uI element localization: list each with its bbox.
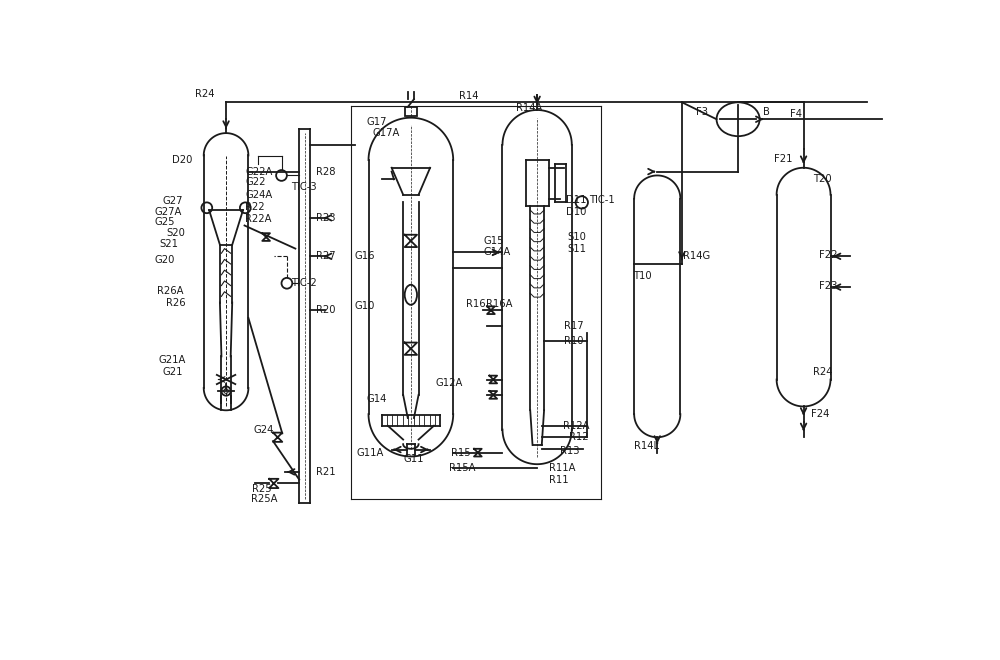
Text: R28: R28 xyxy=(316,166,336,177)
Text: G15: G15 xyxy=(483,236,504,246)
Text: G27: G27 xyxy=(162,196,183,206)
Text: R14: R14 xyxy=(459,91,478,101)
Text: R20: R20 xyxy=(316,305,336,315)
Text: G22: G22 xyxy=(245,177,266,187)
Text: R14G: R14G xyxy=(683,251,711,261)
Text: G11: G11 xyxy=(403,454,424,464)
Text: R26: R26 xyxy=(166,298,186,308)
Text: S20: S20 xyxy=(166,228,185,238)
Text: R11: R11 xyxy=(549,475,569,484)
Text: R16A: R16A xyxy=(486,299,513,309)
Text: R24: R24 xyxy=(195,89,215,99)
Text: G27A: G27A xyxy=(154,207,182,216)
Text: R21: R21 xyxy=(316,467,336,477)
Text: R13: R13 xyxy=(560,446,580,456)
Text: S11: S11 xyxy=(567,244,586,253)
Text: S10: S10 xyxy=(567,232,586,242)
Text: R14A: R14A xyxy=(516,103,543,113)
Text: G10: G10 xyxy=(355,302,375,312)
Text: R12A: R12A xyxy=(563,420,590,431)
Text: B: B xyxy=(763,106,770,117)
Text: R25: R25 xyxy=(252,484,272,494)
Text: G21: G21 xyxy=(162,367,183,377)
Text: G22A: G22A xyxy=(245,166,273,177)
Text: R23: R23 xyxy=(316,213,336,223)
Text: R15: R15 xyxy=(451,447,471,457)
Text: G24: G24 xyxy=(253,424,273,434)
Text: S21: S21 xyxy=(160,239,179,249)
Ellipse shape xyxy=(717,102,760,136)
Text: G11A: G11A xyxy=(356,447,384,457)
Text: R24: R24 xyxy=(813,367,832,377)
Text: G14A: G14A xyxy=(483,248,510,257)
Text: D11: D11 xyxy=(566,195,586,205)
Text: TIC-3: TIC-3 xyxy=(291,182,316,192)
Text: D10: D10 xyxy=(566,207,586,216)
Text: G14: G14 xyxy=(366,394,387,404)
Text: R27: R27 xyxy=(316,251,336,261)
Text: R15A: R15A xyxy=(449,463,476,473)
Text: T10: T10 xyxy=(633,271,652,280)
Text: F21: F21 xyxy=(774,154,793,164)
Text: R22A: R22A xyxy=(245,214,272,224)
Text: G20: G20 xyxy=(154,255,175,265)
Text: R26A: R26A xyxy=(157,286,183,296)
Text: R22: R22 xyxy=(245,202,265,212)
Text: F23: F23 xyxy=(819,280,837,290)
Text: G25: G25 xyxy=(154,217,175,228)
Text: R10: R10 xyxy=(564,336,584,346)
Text: G17: G17 xyxy=(366,117,387,127)
Ellipse shape xyxy=(405,285,417,305)
Text: F3: F3 xyxy=(696,106,708,117)
Text: T20: T20 xyxy=(813,174,831,184)
Text: TIC-2: TIC-2 xyxy=(291,279,316,288)
Text: R14L: R14L xyxy=(634,442,659,451)
Text: G24A: G24A xyxy=(245,189,273,200)
Text: TIC-1: TIC-1 xyxy=(590,195,615,205)
FancyBboxPatch shape xyxy=(405,107,417,116)
Text: G12A: G12A xyxy=(436,378,463,388)
Text: D20: D20 xyxy=(172,155,193,165)
Text: R16: R16 xyxy=(466,299,486,309)
Text: F24: F24 xyxy=(811,409,830,419)
Text: F4: F4 xyxy=(790,109,802,119)
Text: R11A: R11A xyxy=(549,463,576,473)
Text: G16: G16 xyxy=(355,251,375,261)
Text: G21A: G21A xyxy=(158,355,186,365)
Text: G17A: G17A xyxy=(372,128,400,138)
Text: R12: R12 xyxy=(569,432,588,442)
Text: R25A: R25A xyxy=(251,494,277,504)
Text: F22: F22 xyxy=(819,249,837,260)
Text: R17: R17 xyxy=(564,321,584,331)
